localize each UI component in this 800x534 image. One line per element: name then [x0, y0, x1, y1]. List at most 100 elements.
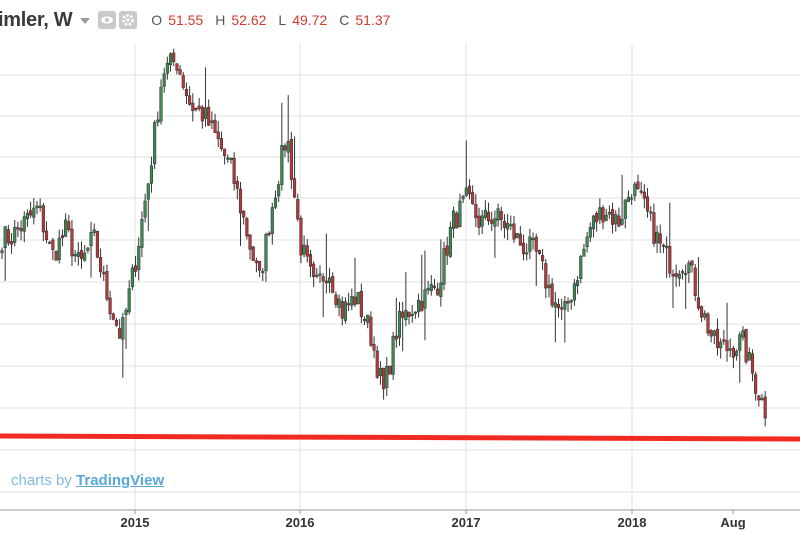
candle-up [461, 196, 465, 200]
candle-up [738, 334, 742, 351]
close-value: 51.37 [355, 12, 391, 28]
candle-down [105, 271, 109, 300]
candle-down [305, 245, 309, 257]
candle-down [757, 395, 761, 401]
candle-up [741, 330, 745, 338]
candle-up [630, 197, 634, 200]
tradingview-link[interactable]: TradingView [76, 472, 165, 489]
candle-up [588, 227, 592, 238]
candle-up [684, 273, 688, 276]
candle-up [159, 86, 163, 122]
candle-down [267, 232, 271, 235]
candle-down [331, 276, 335, 293]
candle-up [162, 73, 166, 87]
candle-up [25, 212, 29, 220]
candle-down [334, 294, 338, 305]
candle-up [410, 313, 414, 316]
candle-down [680, 271, 685, 274]
candle-up [146, 183, 150, 200]
candle-down [728, 348, 732, 351]
candle-up [442, 248, 446, 285]
candle-down [617, 215, 621, 227]
candle-down [235, 181, 239, 189]
symbol-title[interactable]: imler, W [0, 8, 73, 31]
chevron-down-icon[interactable] [80, 18, 91, 24]
candle-down [197, 105, 201, 109]
candle-up [86, 247, 90, 251]
eye-icon[interactable] [98, 11, 117, 29]
horizontal-line[interactable] [0, 433, 800, 442]
candle-up [165, 62, 169, 74]
candle-up [391, 335, 395, 375]
candle-down [213, 119, 217, 133]
candle-down [375, 350, 379, 378]
candle-up [32, 207, 36, 218]
candle-up [649, 211, 653, 214]
candle-up [623, 199, 627, 219]
candle-down [321, 276, 325, 282]
candle-up [585, 236, 589, 248]
candle-up [127, 288, 131, 313]
candle-down [172, 52, 176, 63]
candle-up [579, 256, 583, 279]
candle-down [486, 211, 491, 222]
candle-down [134, 265, 138, 272]
candle-up [337, 298, 341, 308]
candle-down [674, 273, 678, 277]
candles [0, 48, 767, 427]
candle-up [509, 224, 513, 227]
candle-down [191, 102, 195, 112]
candle-up [712, 330, 716, 336]
candle-down [54, 251, 58, 261]
candle-up [531, 238, 535, 241]
candle-up [458, 200, 462, 227]
candle-down [550, 283, 554, 306]
candle-up [280, 145, 284, 185]
candle-down [474, 204, 478, 219]
candle-up [229, 157, 233, 160]
candle-down [700, 306, 704, 318]
candle-up [121, 317, 125, 340]
candle-up [73, 254, 77, 257]
candle-up [423, 289, 427, 309]
gear-icon[interactable] [119, 11, 138, 29]
candle-up [356, 292, 360, 304]
candle-down [369, 316, 373, 346]
open-value: 51.55 [168, 12, 204, 28]
candle-up [515, 233, 519, 239]
high-value: 52.62 [231, 12, 267, 28]
candle-down [750, 353, 755, 374]
support-line[interactable] [0, 433, 800, 442]
candle-down [436, 288, 440, 296]
candle-up [413, 311, 417, 314]
candle-down [67, 221, 71, 231]
candle-down [611, 209, 615, 225]
candle-up [404, 310, 408, 321]
candle-up [620, 218, 624, 225]
candle-up [604, 214, 608, 221]
x-tick-label: Aug [720, 515, 745, 530]
candle-down [541, 255, 545, 262]
candle-up [598, 207, 602, 220]
candle-up [582, 248, 586, 257]
candle-down [601, 207, 605, 223]
candle-down [432, 285, 437, 288]
candle-down [248, 234, 252, 250]
candle-down [754, 374, 758, 394]
close-label: C [339, 12, 350, 28]
candle-down [44, 230, 49, 240]
candle-down [19, 228, 23, 232]
candle-down [16, 227, 20, 230]
candle-up [203, 107, 208, 119]
candle-down [668, 246, 672, 274]
candle-up [273, 197, 278, 208]
candle-down [521, 242, 526, 255]
candle-up [553, 302, 557, 308]
candle-down [382, 367, 386, 390]
candle-up [747, 351, 751, 361]
candle-up [633, 183, 637, 197]
candle-down [471, 192, 475, 205]
candle-down [245, 218, 249, 237]
candle-down [401, 311, 405, 318]
